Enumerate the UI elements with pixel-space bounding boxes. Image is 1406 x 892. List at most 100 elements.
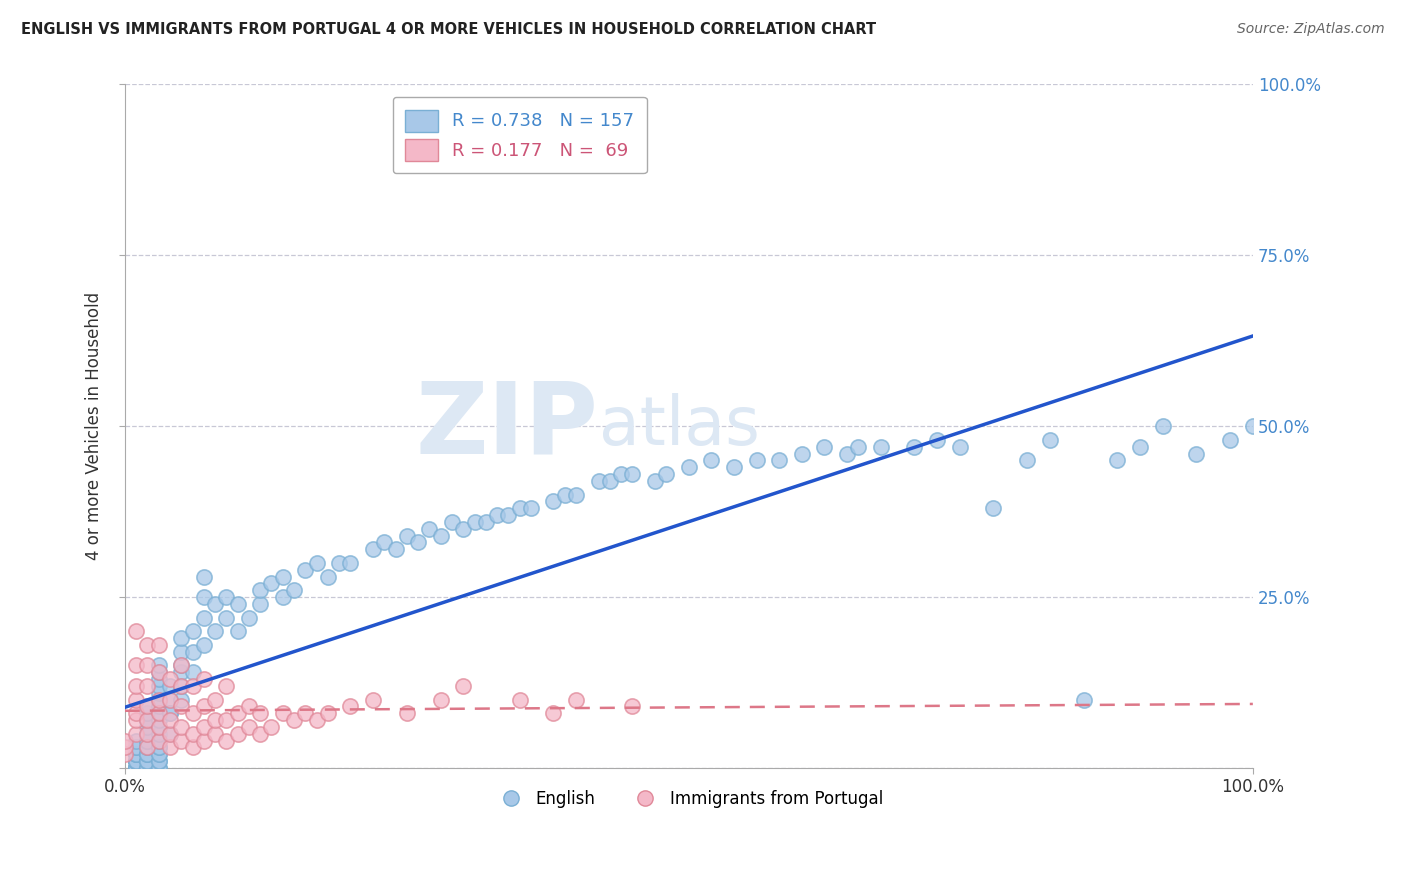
Point	[136, 699, 159, 714]
Point	[361, 692, 384, 706]
Point	[159, 672, 181, 686]
Point	[305, 556, 328, 570]
Point	[983, 501, 1005, 516]
Point	[148, 706, 170, 721]
Point	[125, 624, 148, 639]
Point	[215, 713, 238, 727]
Point	[204, 692, 226, 706]
Point	[429, 528, 451, 542]
Point	[136, 706, 159, 721]
Point	[271, 569, 294, 583]
Point	[723, 460, 745, 475]
Point	[148, 720, 170, 734]
Point	[148, 686, 170, 700]
Point	[136, 747, 159, 762]
Point	[125, 761, 148, 775]
Point	[125, 761, 148, 775]
Point	[520, 501, 543, 516]
Point	[136, 761, 159, 775]
Point	[148, 747, 170, 762]
Point	[170, 631, 193, 645]
Point	[148, 679, 170, 693]
Point	[170, 645, 193, 659]
Point	[148, 658, 170, 673]
Point	[125, 761, 148, 775]
Point	[1219, 433, 1241, 447]
Point	[215, 590, 238, 604]
Point	[136, 638, 159, 652]
Point	[136, 720, 159, 734]
Point	[1241, 419, 1264, 434]
Point	[148, 740, 170, 755]
Point	[181, 706, 204, 721]
Y-axis label: 4 or more Vehicles in Household: 4 or more Vehicles in Household	[86, 293, 103, 560]
Point	[148, 638, 170, 652]
Point	[159, 706, 181, 721]
Point	[148, 665, 170, 680]
Point	[384, 542, 406, 557]
Point	[249, 727, 271, 741]
Point	[451, 679, 474, 693]
Point	[1039, 433, 1062, 447]
Point	[813, 440, 835, 454]
Point	[148, 706, 170, 721]
Point	[136, 747, 159, 762]
Point	[554, 487, 576, 501]
Point	[193, 610, 215, 624]
Point	[509, 692, 531, 706]
Point	[148, 761, 170, 775]
Point	[498, 508, 520, 522]
Point	[543, 494, 565, 508]
Point	[1017, 453, 1039, 467]
Point	[136, 740, 159, 755]
Point	[148, 720, 170, 734]
Point	[181, 679, 204, 693]
Point	[655, 467, 678, 481]
Point	[136, 679, 159, 693]
Point	[170, 733, 193, 747]
Point	[238, 699, 260, 714]
Point	[621, 699, 644, 714]
Point	[125, 747, 148, 762]
Point	[159, 727, 181, 741]
Text: ZIP: ZIP	[416, 377, 599, 475]
Point	[204, 713, 226, 727]
Point	[305, 713, 328, 727]
Point	[181, 740, 204, 755]
Point	[148, 713, 170, 727]
Point	[1152, 419, 1174, 434]
Point	[148, 754, 170, 768]
Point	[226, 727, 249, 741]
Point	[193, 672, 215, 686]
Point	[159, 740, 181, 755]
Point	[125, 754, 148, 768]
Point	[125, 713, 148, 727]
Legend: English, Immigrants from Portugal: English, Immigrants from Portugal	[488, 783, 890, 814]
Point	[204, 597, 226, 611]
Point	[1107, 453, 1129, 467]
Point	[238, 610, 260, 624]
Point	[328, 556, 350, 570]
Point	[125, 679, 148, 693]
Point	[948, 440, 970, 454]
Point	[1073, 692, 1095, 706]
Point	[136, 740, 159, 755]
Point	[294, 706, 316, 721]
Point	[260, 720, 283, 734]
Point	[148, 692, 170, 706]
Point	[136, 713, 159, 727]
Point	[136, 699, 159, 714]
Point	[700, 453, 723, 467]
Point	[903, 440, 925, 454]
Point	[283, 713, 305, 727]
Point	[678, 460, 700, 475]
Point	[148, 733, 170, 747]
Point	[395, 706, 418, 721]
Point	[136, 733, 159, 747]
Point	[599, 474, 621, 488]
Point	[170, 679, 193, 693]
Point	[136, 754, 159, 768]
Point	[159, 679, 181, 693]
Point	[215, 733, 238, 747]
Point	[125, 747, 148, 762]
